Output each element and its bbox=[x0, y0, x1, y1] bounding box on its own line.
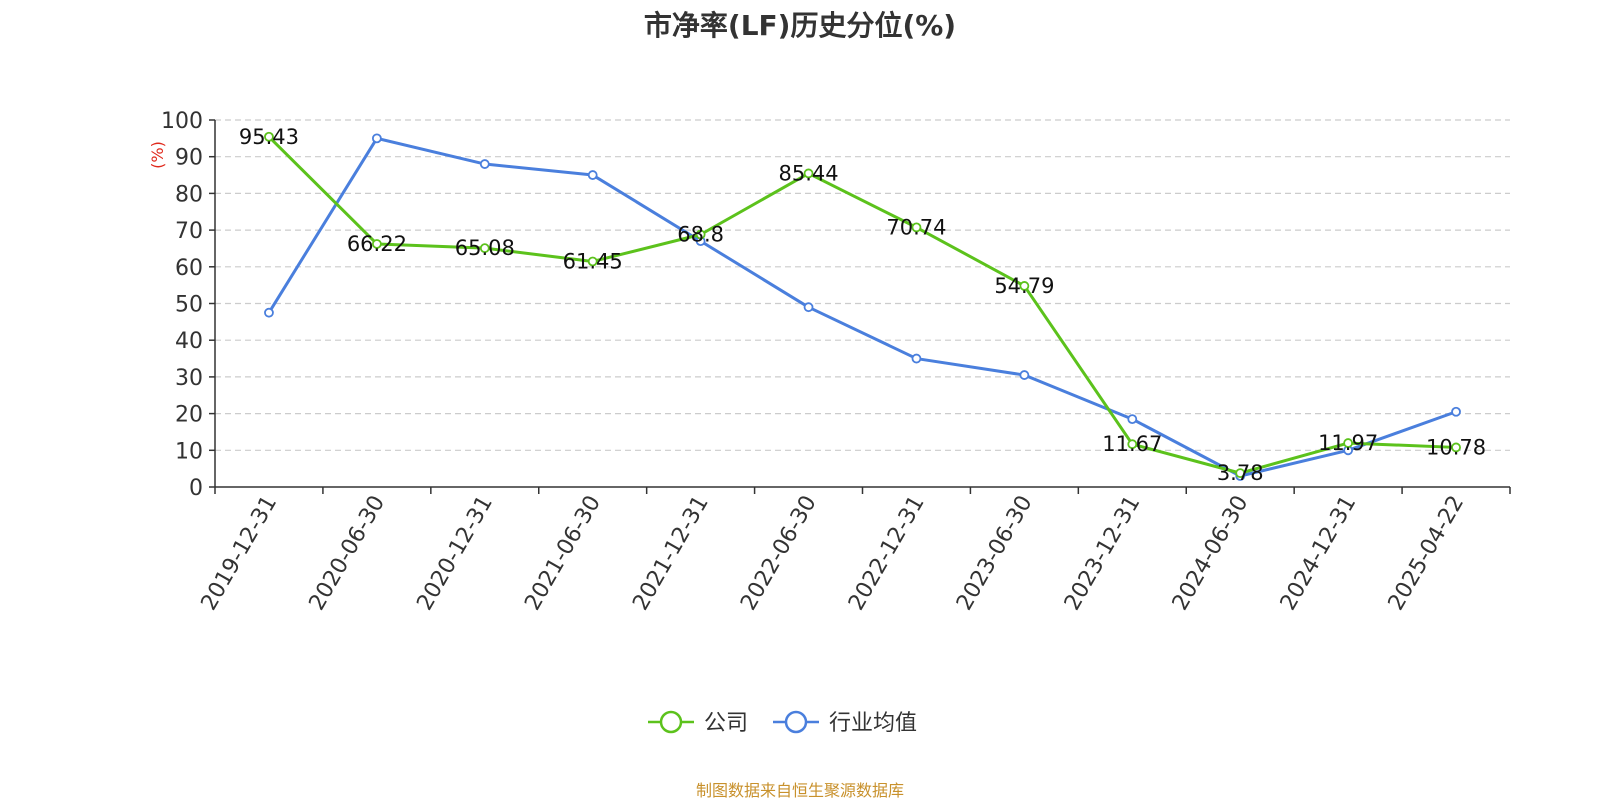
data-point[interactable] bbox=[1127, 414, 1138, 425]
y-tick-label: 0 bbox=[189, 476, 203, 501]
legend-label: 行业均值 bbox=[829, 711, 917, 736]
data-point[interactable] bbox=[1019, 370, 1030, 380]
data-point[interactable] bbox=[1127, 439, 1138, 450]
data-point[interactable] bbox=[587, 170, 598, 180]
series bbox=[264, 131, 1461, 481]
data-label: 70.74 bbox=[886, 215, 946, 239]
y-tick-label: 20 bbox=[175, 403, 203, 428]
x-tick-label: 2020-06-30 bbox=[304, 492, 390, 615]
data-point[interactable] bbox=[587, 256, 598, 267]
data-point[interactable] bbox=[264, 131, 274, 142]
x-tick-label: 2019-12-31 bbox=[197, 492, 283, 615]
x-tick-label: 2022-06-30 bbox=[736, 492, 822, 615]
data-label: 95.43 bbox=[239, 125, 299, 149]
data-point[interactable] bbox=[1451, 406, 1461, 417]
y-tick-label: 100 bbox=[161, 109, 203, 134]
data-point[interactable] bbox=[1343, 438, 1354, 448]
legend-marker-icon bbox=[784, 710, 808, 734]
series-line bbox=[267, 136, 1457, 478]
y-tick-label: 50 bbox=[175, 293, 203, 318]
data-label: 66.22 bbox=[347, 232, 407, 256]
data-label: 54.79 bbox=[994, 274, 1054, 298]
x-tick-label: 2024-12-31 bbox=[1276, 492, 1362, 615]
data-point[interactable] bbox=[371, 133, 382, 144]
x-tick-label: 2024-06-30 bbox=[1168, 492, 1254, 615]
x-tick-label: 2020-12-31 bbox=[412, 492, 498, 615]
data-label: 68.8 bbox=[677, 223, 724, 247]
data-label: 85.44 bbox=[778, 161, 838, 185]
y-tick-label: 70 bbox=[175, 219, 203, 244]
data-point[interactable] bbox=[1235, 468, 1246, 479]
x-tick-label: 2025-04-22 bbox=[1384, 492, 1470, 615]
y-tick-label: 60 bbox=[175, 256, 203, 281]
y-tick-label: 10 bbox=[175, 439, 203, 464]
y-tick-label: 40 bbox=[175, 329, 203, 354]
x-tick-label: 2021-12-31 bbox=[628, 492, 714, 615]
data-label: 3.78 bbox=[1217, 461, 1264, 485]
data-point[interactable] bbox=[479, 243, 490, 254]
y-tick-label: 80 bbox=[175, 182, 203, 207]
x-tick-label: 2023-06-30 bbox=[952, 492, 1038, 615]
x-tick-label: 2023-12-31 bbox=[1060, 492, 1146, 615]
data-label: 10.78 bbox=[1426, 435, 1486, 459]
legend-marker-icon bbox=[659, 710, 683, 734]
x-tick-label: 2022-12-31 bbox=[844, 492, 930, 615]
data-point[interactable] bbox=[264, 307, 274, 318]
data-label: 61.45 bbox=[563, 249, 623, 273]
x-tick-label: 2021-06-30 bbox=[520, 492, 606, 615]
legend[interactable]: 公司 行业均值 bbox=[648, 710, 917, 736]
grid-lines bbox=[215, 119, 1510, 451]
data-point[interactable] bbox=[803, 302, 814, 313]
data-point[interactable] bbox=[911, 353, 922, 364]
data-point[interactable] bbox=[1451, 442, 1461, 453]
data-point[interactable] bbox=[695, 229, 706, 240]
data-label: 11.97 bbox=[1318, 431, 1378, 455]
source-note: 制图数据来自恒生聚源数据库 bbox=[695, 781, 904, 800]
y-axis-label: (%) bbox=[148, 141, 167, 169]
data-point[interactable] bbox=[479, 159, 490, 169]
data-point[interactable] bbox=[803, 168, 814, 179]
chart-title: 市净率(LF)历史分位(%) bbox=[643, 9, 957, 42]
legend-label: 公司 bbox=[704, 711, 748, 736]
series-line bbox=[267, 135, 1457, 475]
data-point[interactable] bbox=[911, 222, 922, 233]
data-point[interactable] bbox=[371, 239, 382, 249]
y-tick-label: 30 bbox=[175, 366, 203, 391]
data-label: 65.08 bbox=[455, 236, 515, 260]
data-labels: 95.43 66.22 65.08 61.45 68.8 85.44 70.74 54.79 1… bbox=[239, 125, 1486, 485]
legend-item[interactable]: 公司 bbox=[648, 710, 748, 736]
legend-item[interactable]: 行业均值 bbox=[773, 710, 917, 736]
y-tick-label: 90 bbox=[175, 146, 203, 171]
data-label: 11.67 bbox=[1102, 432, 1162, 456]
data-point[interactable] bbox=[1019, 281, 1030, 291]
